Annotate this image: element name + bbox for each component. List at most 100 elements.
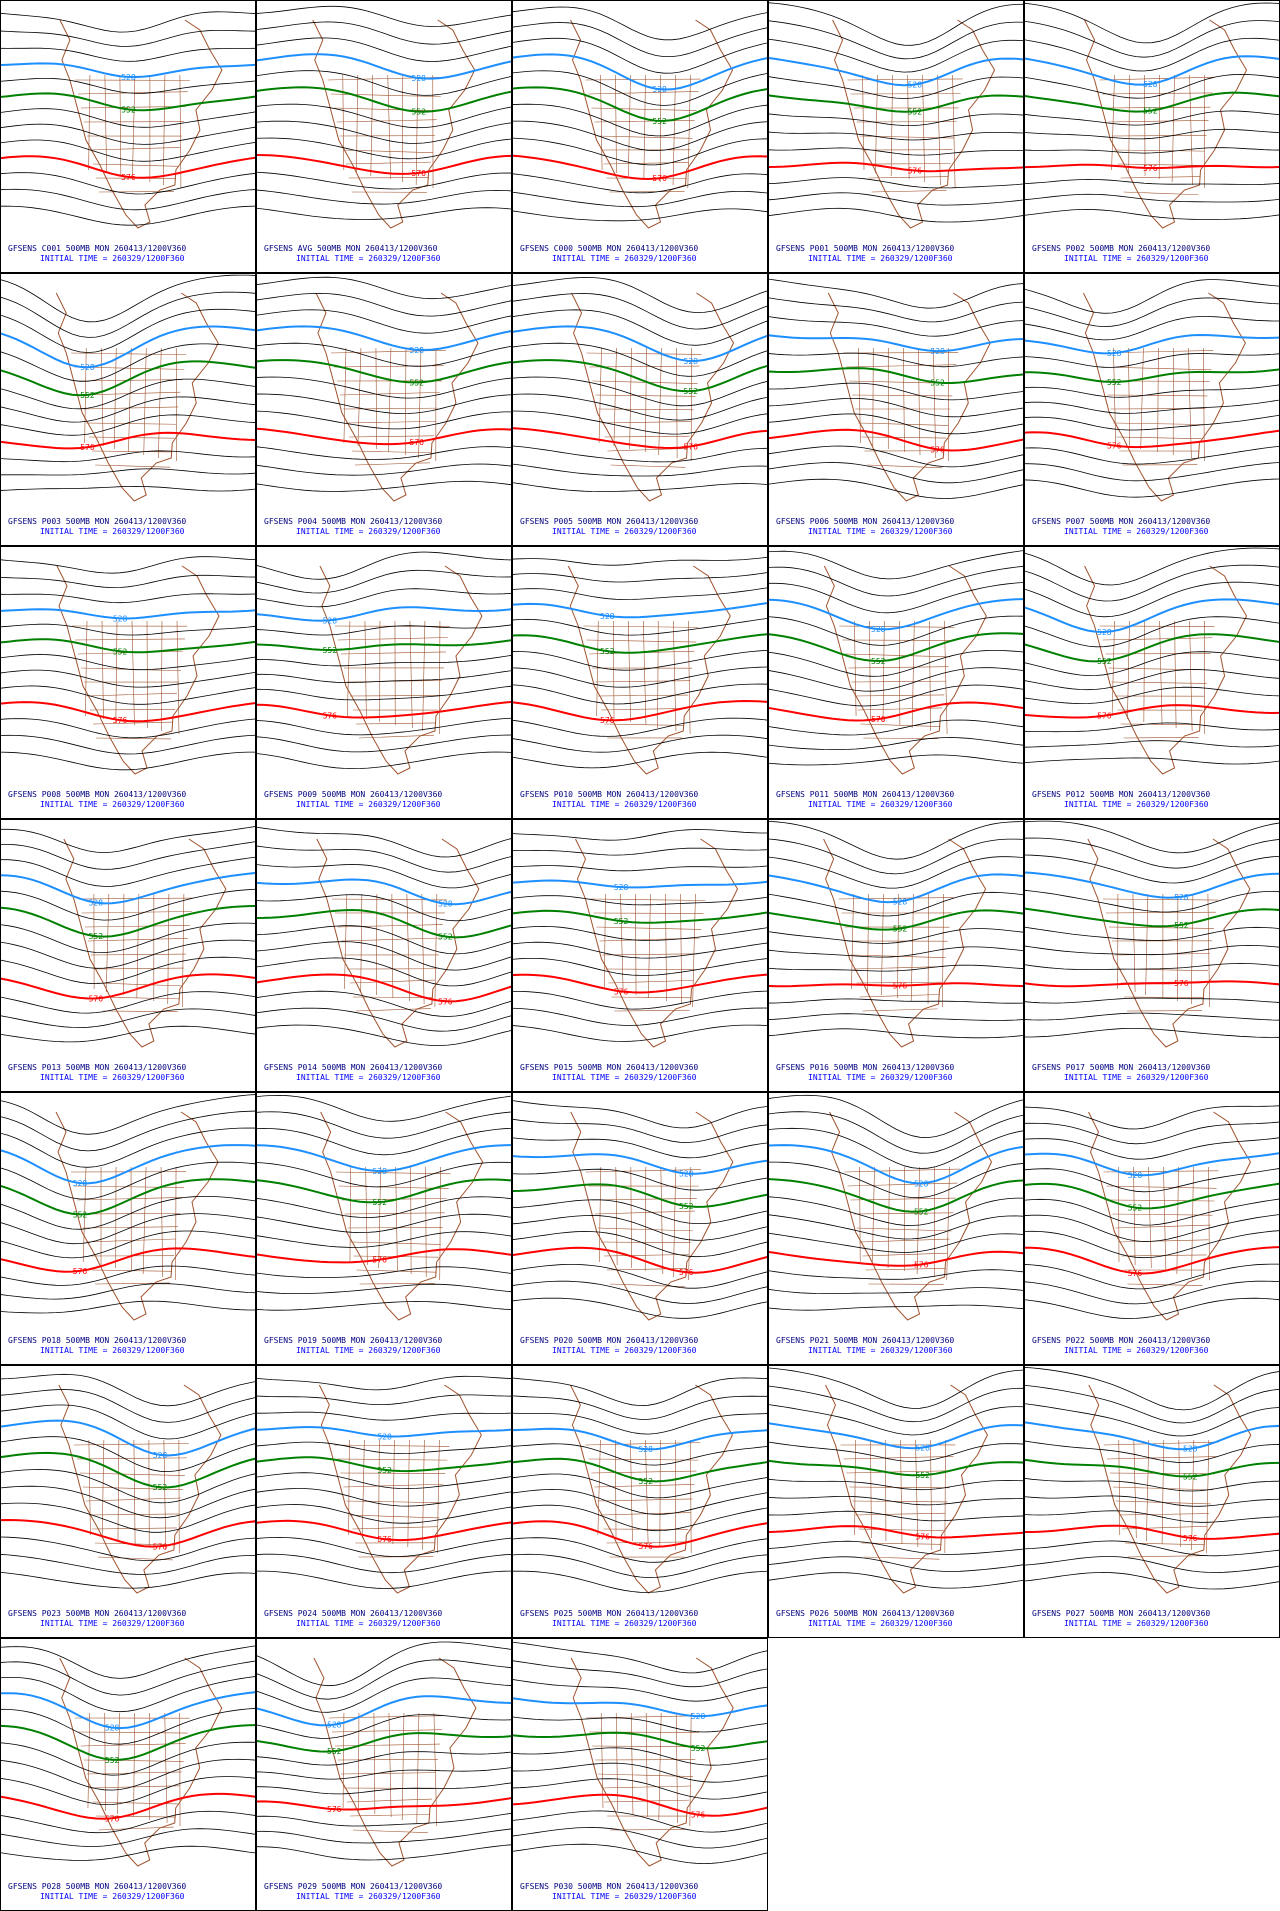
state-line [343,1483,444,1488]
contour-line [1025,997,1279,1004]
contour-line [1,1008,255,1028]
contour-line [257,1094,511,1122]
panel-title: GFSENS P014 500MB MON 260413/1200V360 [264,1063,442,1072]
contour-line [769,1013,1023,1021]
contour-line [1025,820,1279,854]
contour-label: 528 [1183,1445,1198,1454]
contour-line [1,1419,255,1457]
state-line [395,1166,398,1272]
contour-line [1,1741,255,1776]
state-line [610,464,686,468]
weather-panel: 528 552 576 GFSENS P013 500MB MON 260413/12… [0,819,256,1092]
contour-line [1,1792,255,1820]
state-line [944,620,948,735]
weather-panel: 528 552 576 GFSENS P015 500MB MON 260413/12… [512,819,768,1092]
state-line [907,74,910,180]
map-area: 528 552 576 [513,6,767,229]
state-line [606,1541,687,1544]
initial-time: INITIAL TIME = 260329/1200F360 [1064,1619,1209,1628]
state-line [346,1798,432,1803]
contour-line [1025,757,1279,765]
map-area: 528 552 576 [257,5,511,229]
contour-line [1,1436,255,1473]
contour-line [513,1412,767,1435]
contour-line [769,2,1023,46]
contour-line [513,941,767,959]
contour-line [257,1782,511,1795]
map-area: 528 552 576 [1025,2,1279,229]
state-line [336,119,437,123]
contour-line [513,1504,767,1532]
state-line [595,394,696,397]
contour-line [769,192,1023,206]
contour-line [513,1778,767,1800]
weather-panel: 528 552 576 GFSENS P029 500MB MON 260413/12… [256,1638,512,1911]
state-line [346,680,442,683]
state-line [865,1268,946,1271]
contour-line [1025,616,1279,648]
state-line [349,979,435,984]
initial-time: INITIAL TIME = 260329/1200F360 [552,254,697,263]
contour-line [257,1472,511,1490]
map-contents: 528 552 576 [1,826,255,1048]
contour-line [1,608,255,620]
contour-line [513,683,767,705]
contour-line [513,1716,767,1733]
weather-panel: 528 552 576 GFSENS P009 500MB MON 260413/12… [256,546,512,819]
contour-line [257,1695,511,1727]
state-line [133,1712,136,1818]
coastline [58,1384,222,1594]
state-line [335,1171,451,1175]
map-area: 528 552 576 [257,1375,511,1594]
state-line [597,1439,601,1536]
contour-line [257,1283,511,1294]
contour-line [513,1641,767,1674]
state-line [839,625,955,628]
state-line [875,74,878,174]
contour-line [513,1537,767,1563]
state-line [1189,620,1193,732]
state-line [597,1498,693,1502]
contour-line [1,1283,255,1300]
state-line [1102,637,1213,641]
state-line [83,406,179,410]
map-area: 528 552 576 [513,829,767,1048]
contour-line [257,393,511,415]
state-line [1118,1439,1121,1536]
state-line [1144,74,1146,177]
state-line [79,1472,185,1476]
panel-border [512,1092,768,1365]
state-line [350,1241,441,1245]
panel-title: GFSENS P008 500MB MON 260413/1200V360 [8,790,186,799]
contour-label: 552 [893,925,908,934]
contour-line [257,309,511,334]
contour-label: 528 [639,1445,654,1454]
contour-label: 552 [679,1202,694,1211]
state-line [1140,347,1144,450]
contour-label: 528 [915,1444,930,1453]
state-line [1109,1199,1215,1202]
state-line [349,1514,440,1519]
contour-line [769,719,1023,736]
contour-line [513,154,767,181]
contour-label: 528 [652,85,667,94]
state-line [585,1169,701,1173]
contour-line [1,593,255,604]
contour-line [1,1127,255,1168]
state-line [586,352,702,355]
contour-line [1025,686,1279,705]
contour-line [769,1540,1023,1555]
state-line [74,1185,185,1188]
state-line [176,620,180,735]
map-contents: 528 552 576 [257,5,511,229]
state-line [870,1439,872,1539]
contour-line [513,1231,767,1258]
panel-border [768,546,1024,819]
state-line [645,1439,649,1545]
contour-line [257,1570,511,1589]
contour-line [1,360,255,397]
map-contents: 528 552 576 [1,1645,255,1867]
contour-line [1025,1510,1279,1523]
contour-line [1,956,255,985]
state-line [1116,436,1202,439]
